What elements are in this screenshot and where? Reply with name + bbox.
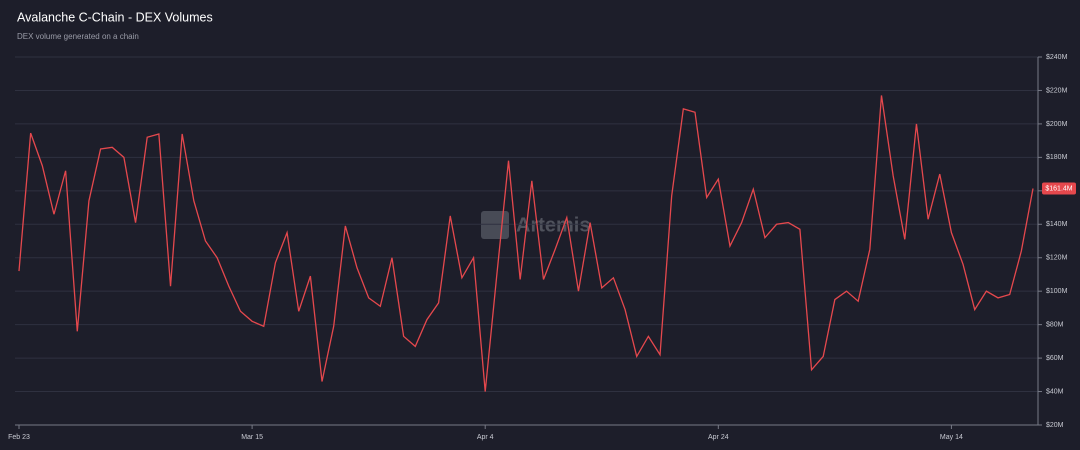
y-tick-label: $120M <box>1046 255 1068 262</box>
y-tick-label: $200M <box>1046 121 1068 128</box>
chart-title: Avalanche C-Chain - DEX Volumes <box>17 10 213 24</box>
y-tick-label: $20M <box>1046 422 1064 429</box>
last-value-label: $161.4M <box>1045 185 1072 192</box>
x-tick-label: Apr 4 <box>477 434 494 441</box>
y-tick-label: $220M <box>1046 87 1068 94</box>
y-tick-label: $240M <box>1046 54 1068 61</box>
watermark-text: Artemis <box>516 214 590 236</box>
y-tick-label: $180M <box>1046 154 1068 161</box>
last-value-badge <box>1042 182 1076 195</box>
x-tick-label: Apr 24 <box>708 434 729 441</box>
y-tick-label: $60M <box>1046 355 1064 362</box>
chart-subtitle: DEX volume generated on a chain <box>17 32 139 41</box>
y-tick-label: $140M <box>1046 221 1068 228</box>
y-tick-label: $40M <box>1046 388 1064 395</box>
x-tick-label: Mar 15 <box>241 434 263 441</box>
x-tick-label: May 14 <box>940 434 963 441</box>
line-series <box>18 95 1034 392</box>
y-tick-label: $80M <box>1046 321 1064 328</box>
y-tick-label: $100M <box>1046 288 1068 295</box>
watermark-logo <box>481 211 509 239</box>
x-tick-label: Feb 23 <box>8 434 30 441</box>
